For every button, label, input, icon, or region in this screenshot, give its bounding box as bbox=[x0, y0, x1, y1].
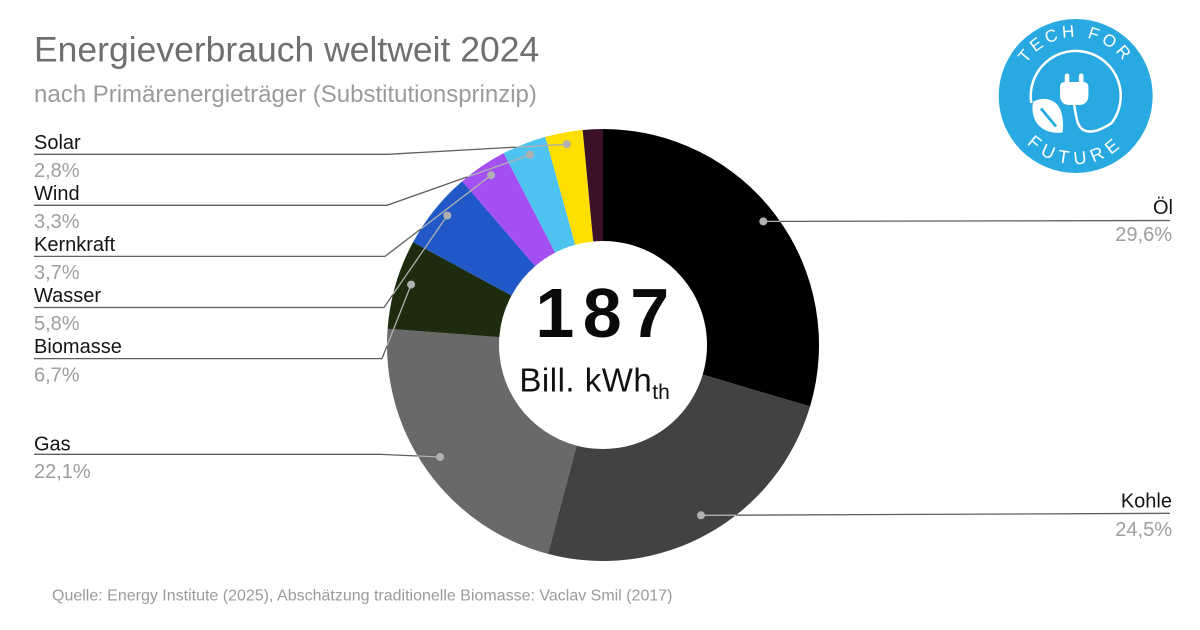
svg-text:Gas: Gas bbox=[34, 433, 71, 455]
svg-text:6,7%: 6,7% bbox=[34, 364, 80, 386]
svg-text:Kernkraft: Kernkraft bbox=[34, 234, 116, 256]
svg-text:187: 187 bbox=[535, 274, 677, 352]
svg-text:Wasser: Wasser bbox=[34, 285, 101, 307]
svg-text:29,6%: 29,6% bbox=[1115, 224, 1172, 246]
svg-text:22,1%: 22,1% bbox=[34, 461, 91, 483]
svg-text:Solar: Solar bbox=[34, 132, 81, 154]
svg-text:Energieverbrauch weltweit 2024: Energieverbrauch weltweit 2024 bbox=[34, 29, 539, 69]
svg-text:3,3%: 3,3% bbox=[34, 211, 80, 233]
svg-text:24,5%: 24,5% bbox=[1115, 519, 1172, 541]
svg-text:Wind: Wind bbox=[34, 183, 80, 205]
svg-text:3,7%: 3,7% bbox=[34, 262, 80, 284]
svg-text:Bill. kWhth: Bill. kWhth bbox=[519, 361, 669, 404]
svg-text:5,8%: 5,8% bbox=[34, 313, 80, 335]
svg-text:nach Primärenergieträger (Subs: nach Primärenergieträger (Substitutionsp… bbox=[34, 81, 537, 108]
svg-text:Kohle: Kohle bbox=[1121, 490, 1172, 512]
svg-text:Öl: Öl bbox=[1153, 197, 1173, 219]
svg-text:Biomasse: Biomasse bbox=[34, 336, 122, 358]
svg-text:Quelle: Energy Institute (2025: Quelle: Energy Institute (2025), Abschät… bbox=[52, 588, 672, 605]
svg-text:2,8%: 2,8% bbox=[34, 160, 80, 182]
